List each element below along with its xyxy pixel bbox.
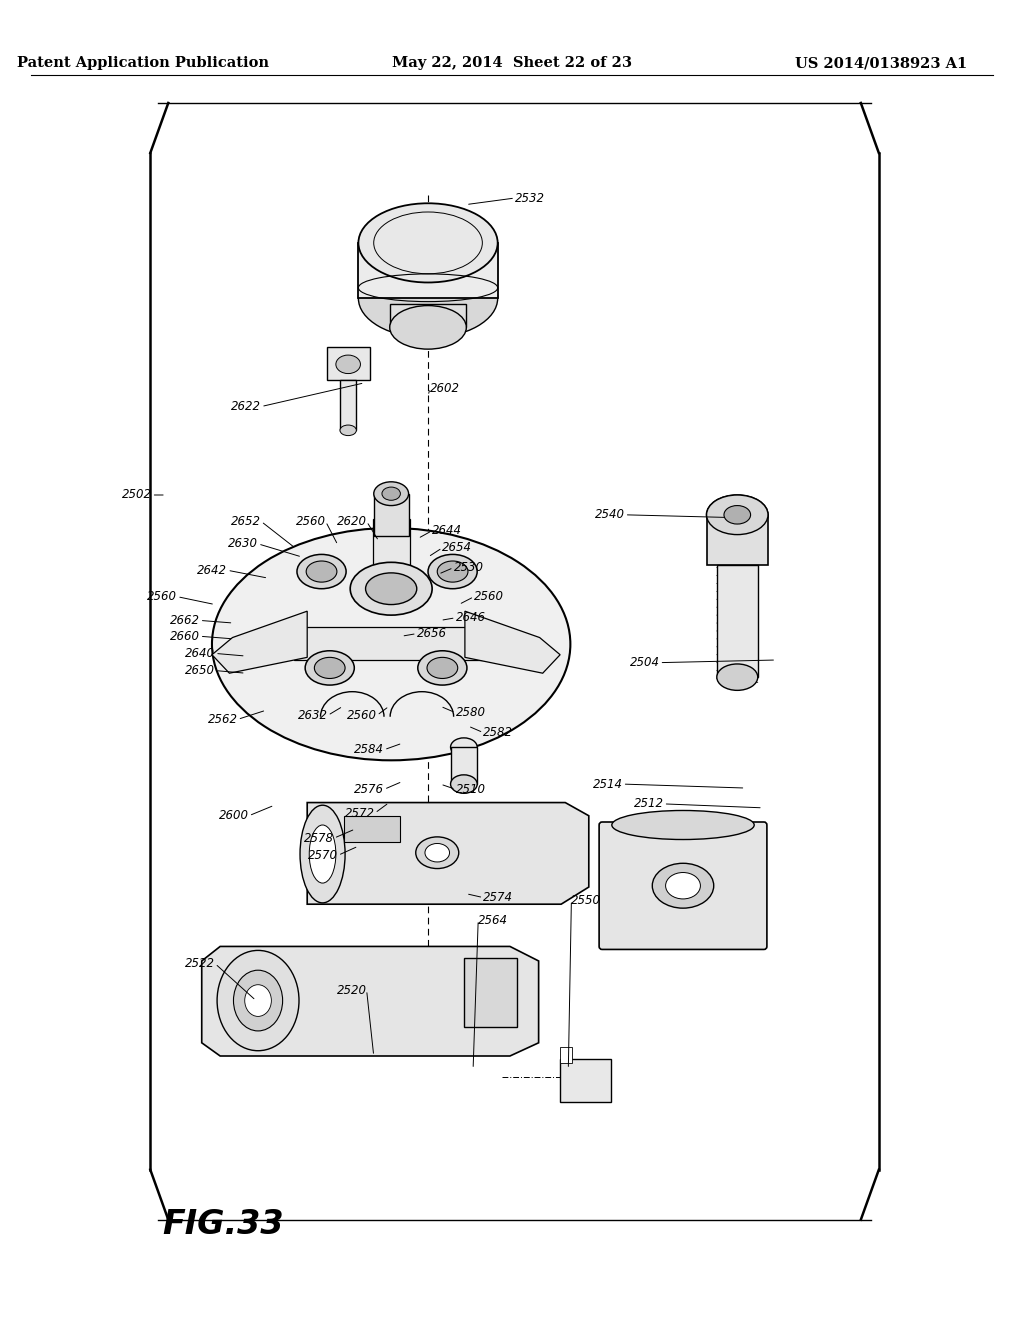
Text: 2656: 2656: [417, 627, 446, 640]
Ellipse shape: [382, 487, 400, 500]
Text: 2564: 2564: [478, 913, 508, 927]
Text: 2652: 2652: [231, 515, 261, 528]
Text: FIG.33: FIG.33: [163, 1209, 284, 1241]
Text: May 22, 2014  Sheet 22 of 23: May 22, 2014 Sheet 22 of 23: [392, 57, 632, 70]
Ellipse shape: [717, 664, 758, 690]
Text: 2644: 2644: [432, 524, 462, 537]
Ellipse shape: [666, 873, 700, 899]
Ellipse shape: [416, 837, 459, 869]
Ellipse shape: [374, 482, 409, 506]
Text: 2582: 2582: [483, 726, 513, 739]
Bar: [358, 243, 498, 298]
Ellipse shape: [611, 810, 755, 840]
Text: 2630: 2630: [228, 537, 258, 550]
Ellipse shape: [425, 843, 450, 862]
Text: 2574: 2574: [483, 891, 513, 904]
FancyBboxPatch shape: [599, 822, 767, 949]
Text: 2602: 2602: [430, 381, 460, 395]
Text: 2580: 2580: [456, 706, 485, 719]
Bar: [374, 494, 409, 536]
Text: 2576: 2576: [354, 783, 384, 796]
Text: 2578: 2578: [304, 832, 334, 845]
Ellipse shape: [707, 495, 768, 535]
Bar: [344, 816, 400, 842]
Ellipse shape: [350, 562, 432, 615]
Bar: [560, 1059, 611, 1102]
Polygon shape: [307, 803, 589, 904]
Text: 2502: 2502: [122, 488, 152, 502]
Bar: [327, 347, 370, 380]
Text: 2514: 2514: [593, 777, 623, 791]
Ellipse shape: [309, 825, 336, 883]
Ellipse shape: [297, 554, 346, 589]
Ellipse shape: [366, 573, 417, 605]
Text: 2650: 2650: [185, 664, 215, 677]
Bar: [451, 747, 477, 784]
Bar: [373, 519, 410, 591]
Bar: [464, 958, 517, 1027]
Ellipse shape: [340, 425, 356, 436]
Text: 2584: 2584: [354, 743, 384, 756]
Text: 2522: 2522: [185, 957, 215, 970]
Ellipse shape: [245, 985, 271, 1016]
Ellipse shape: [652, 863, 714, 908]
Text: 2530: 2530: [454, 561, 483, 574]
Text: 2642: 2642: [198, 564, 227, 577]
Ellipse shape: [724, 506, 751, 524]
Text: 2646: 2646: [456, 611, 485, 624]
Ellipse shape: [306, 561, 337, 582]
Text: 2662: 2662: [170, 614, 200, 627]
Ellipse shape: [305, 651, 354, 685]
Bar: [560, 1047, 572, 1063]
Ellipse shape: [217, 950, 299, 1051]
Polygon shape: [212, 611, 307, 673]
Ellipse shape: [358, 203, 498, 282]
Text: 2600: 2600: [219, 809, 249, 822]
Polygon shape: [465, 611, 560, 673]
Text: 2570: 2570: [308, 849, 338, 862]
Ellipse shape: [451, 775, 477, 793]
Ellipse shape: [707, 495, 768, 535]
Ellipse shape: [314, 657, 345, 678]
Text: 2560: 2560: [347, 709, 377, 722]
Text: 2512: 2512: [634, 797, 664, 810]
Bar: [390, 304, 466, 327]
Ellipse shape: [336, 355, 360, 374]
Ellipse shape: [300, 805, 345, 903]
Text: 2622: 2622: [231, 400, 261, 413]
Text: 2640: 2640: [185, 647, 215, 660]
Ellipse shape: [212, 528, 570, 760]
Text: 2532: 2532: [515, 191, 545, 205]
Ellipse shape: [437, 561, 468, 582]
Text: 2632: 2632: [298, 709, 328, 722]
Ellipse shape: [451, 738, 477, 756]
Ellipse shape: [390, 305, 466, 348]
Text: 2540: 2540: [595, 508, 625, 521]
Text: 2654: 2654: [442, 541, 472, 554]
Ellipse shape: [428, 554, 477, 589]
Ellipse shape: [358, 259, 498, 338]
Bar: [717, 565, 758, 677]
Text: 2560: 2560: [474, 590, 504, 603]
Text: US 2014/0138923 A1: US 2014/0138923 A1: [795, 57, 967, 70]
Ellipse shape: [418, 651, 467, 685]
Polygon shape: [202, 946, 539, 1056]
Text: 2560: 2560: [147, 590, 177, 603]
Ellipse shape: [233, 970, 283, 1031]
Text: 2620: 2620: [337, 515, 367, 528]
Text: 2520: 2520: [337, 983, 367, 997]
Text: 2504: 2504: [630, 656, 659, 669]
Text: 2560: 2560: [296, 515, 326, 528]
Ellipse shape: [427, 657, 458, 678]
Bar: [707, 515, 768, 565]
Text: Patent Application Publication: Patent Application Publication: [17, 57, 269, 70]
Text: 2550: 2550: [571, 894, 601, 907]
Text: 2572: 2572: [345, 807, 375, 820]
Text: 2660: 2660: [170, 630, 200, 643]
Text: 2510: 2510: [456, 783, 485, 796]
Bar: [294, 627, 488, 660]
Text: 2562: 2562: [208, 713, 238, 726]
Bar: [340, 380, 356, 430]
